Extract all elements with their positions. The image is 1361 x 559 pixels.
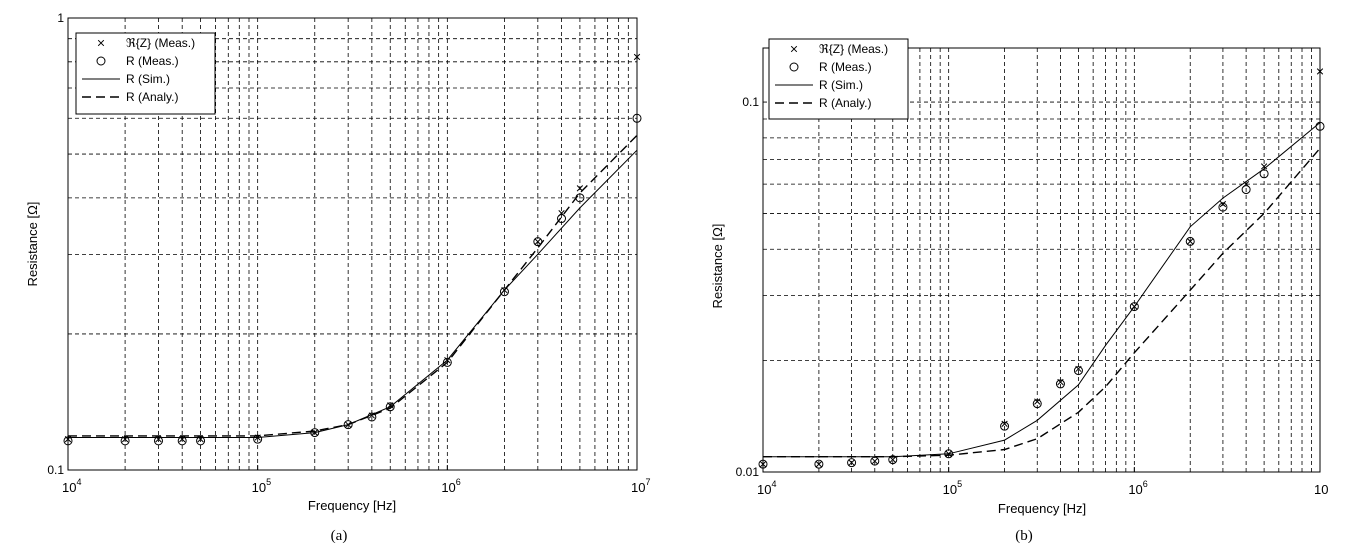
y-tick-label: 0.1 <box>47 463 64 477</box>
data-point-circle <box>1241 185 1251 195</box>
data-point-circle <box>385 402 395 412</box>
legend-label: R (Meas.) <box>126 54 179 68</box>
data-point-x <box>534 238 541 245</box>
legend-label: R (Analy.) <box>819 96 871 110</box>
x-tick-label: 106 <box>441 477 460 495</box>
figure-caption: (b) <box>1015 528 1033 544</box>
x-tick-label: 105 <box>943 479 962 497</box>
simulation-curve <box>763 122 1321 458</box>
x-axis-label: Frequency [Hz] <box>308 498 396 513</box>
data-point-x <box>759 461 767 468</box>
data-point-circle <box>153 436 163 446</box>
data-point-x <box>1316 68 1324 75</box>
legend-marker-x <box>790 45 798 53</box>
legend-marker-circle <box>96 56 106 66</box>
y-axis-label: Resistance [Ω] <box>710 224 725 309</box>
data-point-circle <box>814 459 824 469</box>
x-tick-label: 106 <box>1128 479 1147 497</box>
y-tick-label: 0.01 <box>736 465 760 479</box>
legend-label: R (Meas.) <box>819 60 872 74</box>
legend: ℜ{Z} (Meas.) R (Meas.) R (Sim.) R (Analy.) <box>75 32 216 115</box>
data-point-x <box>848 459 855 466</box>
series-r-meas <box>63 113 642 446</box>
data-point-circle <box>632 113 642 123</box>
legend-label: R (Sim.) <box>819 78 863 92</box>
chart-b: 104 105 106 10 0.01 0.1 Frequency [Hz] Resistan… <box>710 38 1328 544</box>
legend-box <box>75 32 216 115</box>
data-point-circle <box>120 436 130 446</box>
plot-frame <box>762 47 1321 473</box>
data-point-circle <box>1129 302 1139 312</box>
data-point-circle <box>196 436 206 446</box>
simulation-curve <box>68 149 638 438</box>
legend-label: ℜ{Z} (Meas.) <box>126 36 195 50</box>
legend-label: R (Sim.) <box>126 72 170 86</box>
series-z-meas <box>759 68 1324 468</box>
grid <box>763 48 1320 472</box>
plot-frame <box>67 17 638 471</box>
figure-caption: (a) <box>331 528 348 544</box>
data-point-circle <box>1073 366 1083 376</box>
chart-a: 104 105 106 107 0.1 1 Frequency [Hz] Resistance… <box>25 11 650 544</box>
legend-box <box>768 38 909 120</box>
data-point-circle <box>847 458 857 468</box>
legend-label: ℜ{Z} (Meas.) <box>819 42 888 56</box>
x-tick-label: 105 <box>252 477 271 495</box>
x-tick-label: 104 <box>62 477 81 495</box>
data-point-circle <box>1218 202 1228 212</box>
x-tick-label: 107 <box>631 477 650 495</box>
data-point-circle <box>177 436 187 446</box>
y-axis-label: Resistance [Ω] <box>25 202 40 287</box>
data-point-x <box>633 53 641 61</box>
analytical-curve <box>763 147 1321 458</box>
data-point-circle <box>499 287 509 297</box>
data-point-circle <box>1259 169 1269 179</box>
data-point-x <box>1187 238 1194 245</box>
y-tick-label: 1 <box>57 11 64 25</box>
data-point-circle <box>442 357 452 367</box>
data-point-x <box>871 457 878 465</box>
x-tick-label: 10 <box>1314 482 1328 497</box>
data-point-x <box>1001 420 1008 427</box>
data-point-circle <box>63 436 73 446</box>
data-point-circle <box>1185 236 1195 246</box>
data-point-circle <box>1032 399 1042 409</box>
data-point-x <box>815 461 823 468</box>
series-r-sim <box>68 149 638 438</box>
series-r-sim <box>763 122 1321 458</box>
data-point-circle <box>1055 379 1065 389</box>
legend: ℜ{Z} (Meas.) R (Meas.) R (Sim.) R (Analy.) <box>768 38 909 120</box>
data-point-x <box>889 456 896 463</box>
series-r-analy <box>68 134 638 437</box>
data-point-circle <box>758 459 768 469</box>
data-point-circle <box>888 455 898 465</box>
series-r-analy <box>763 147 1321 458</box>
data-point-circle <box>557 214 567 224</box>
legend-marker-circle <box>789 62 799 72</box>
legend-marker-x <box>97 39 105 47</box>
analytical-curve <box>68 134 638 437</box>
data-point-circle <box>1000 421 1010 431</box>
data-point-circle <box>253 434 263 444</box>
y-tick-label: 0.1 <box>742 95 759 109</box>
x-tick-label: 104 <box>757 479 776 497</box>
legend-label: R (Analy.) <box>126 90 178 104</box>
x-axis-label: Frequency [Hz] <box>998 501 1086 516</box>
data-point-circle <box>343 420 353 430</box>
data-point-x <box>1260 163 1268 170</box>
data-point-x <box>1219 200 1227 208</box>
